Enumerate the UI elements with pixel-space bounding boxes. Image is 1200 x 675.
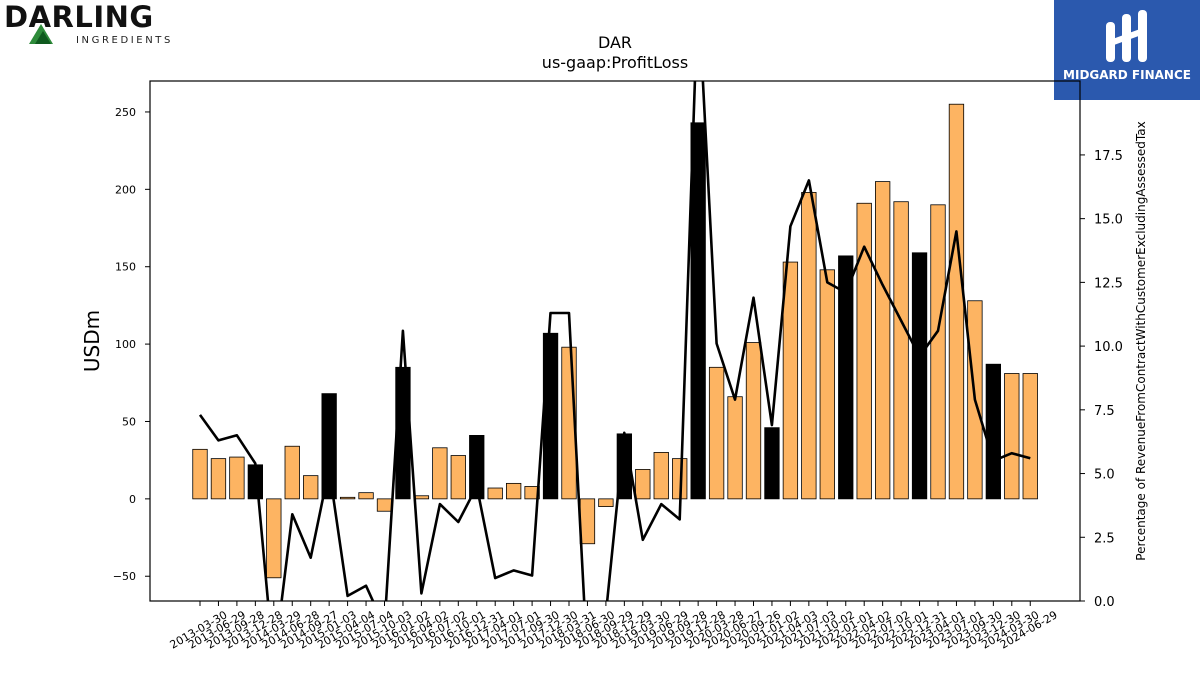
y2-axis-ticks: 0.0 2.5 5.0 7.5 10.0 12.5 15.0 17.5 bbox=[1080, 149, 1123, 610]
y-axis-label: USDm bbox=[80, 310, 104, 372]
y2-tick-label: 12.5 bbox=[1094, 276, 1123, 291]
bar-2014-09-27 bbox=[303, 475, 319, 500]
y-tick-label: 150 bbox=[115, 261, 136, 274]
y2-tick-label: 5.0 bbox=[1094, 468, 1115, 483]
bar-2022-12-31 bbox=[911, 252, 928, 500]
bar-2019-06-29 bbox=[653, 452, 669, 500]
bar-2021-01-02 bbox=[764, 427, 780, 500]
y-tick-label: 200 bbox=[115, 183, 136, 196]
midgard-finance-label: MIDGARD FINANCE bbox=[1063, 68, 1191, 82]
bar-2021-04-03 bbox=[782, 261, 799, 500]
bar-2020-03-28 bbox=[708, 366, 725, 500]
bar-2017-09-30 bbox=[524, 486, 540, 500]
bar-2023-07-01 bbox=[948, 103, 965, 500]
x-axis-ticks: 2013-03-302013-06-292013-09-282013-12-28… bbox=[168, 601, 1060, 652]
bar-2016-10-01 bbox=[450, 455, 466, 500]
bar-2014-06-28 bbox=[284, 445, 300, 500]
bar-2013-06-29 bbox=[210, 458, 227, 500]
midgard-emblem-icon bbox=[1106, 10, 1147, 62]
bar-2017-12-30 bbox=[542, 332, 559, 500]
bar-2024-03-30 bbox=[1004, 373, 1020, 500]
bar-2023-12-30 bbox=[985, 363, 1001, 500]
chart-title: DAR bbox=[598, 33, 632, 52]
y2-tick-label: 2.5 bbox=[1094, 531, 1115, 546]
y-tick-label: 50 bbox=[122, 415, 136, 428]
bar-2021-10-02 bbox=[819, 269, 835, 500]
bar-2022-10-01 bbox=[893, 201, 909, 500]
bar-2021-07-03 bbox=[801, 192, 817, 500]
bar-2015-04-04 bbox=[339, 496, 356, 500]
brand-name: DARLING bbox=[4, 0, 154, 34]
y-tick-label: 250 bbox=[115, 106, 136, 119]
bar-2018-09-29 bbox=[598, 498, 614, 507]
bar-2017-07-01 bbox=[505, 482, 522, 500]
bar-2023-04-01 bbox=[930, 204, 946, 500]
y-tick-label: 100 bbox=[115, 338, 136, 351]
bar-2019-12-28 bbox=[690, 122, 706, 500]
bar-2022-07-02 bbox=[875, 181, 891, 500]
bar-2017-04-01 bbox=[487, 487, 503, 500]
bar-2016-04-02 bbox=[413, 495, 430, 500]
y2-tick-label: 7.5 bbox=[1094, 404, 1115, 419]
bar-2015-10-03 bbox=[376, 498, 393, 512]
bar-2015-07-04 bbox=[358, 492, 374, 500]
bar-2014-03-29 bbox=[266, 498, 282, 579]
y-axis-ticks: −50 0 50 100 150 200 250 bbox=[113, 106, 150, 583]
y2-tick-label: 17.5 bbox=[1094, 149, 1123, 164]
chart-subtitle: us-gaap:ProfitLoss bbox=[542, 53, 688, 72]
darling-ingredients-logo: DARLING INGREDIENTS bbox=[4, 0, 174, 48]
bar-series bbox=[192, 103, 1038, 579]
bar-2022-01-01 bbox=[838, 255, 854, 500]
y2-tick-label: 15.0 bbox=[1094, 213, 1123, 228]
midgard-finance-logo: MIDGARD FINANCE bbox=[1054, 0, 1200, 100]
bar-2015-01-03 bbox=[321, 393, 337, 500]
bar-2016-07-02 bbox=[432, 447, 448, 500]
y-tick-label: 0 bbox=[129, 493, 136, 506]
green-triangle-icon bbox=[29, 24, 53, 44]
bar-2016-12-31 bbox=[469, 435, 485, 500]
bar-2020-06-27 bbox=[727, 396, 743, 500]
bar-2019-03-30 bbox=[635, 469, 651, 500]
brand-subtitle: INGREDIENTS bbox=[76, 35, 173, 46]
y2-axis-label: Percentage of RevenueFromContractWithCus… bbox=[1134, 121, 1148, 560]
plot-frame bbox=[149, 80, 1081, 602]
bar-2024-06-29 bbox=[1022, 373, 1038, 500]
y2-tick-label: 10.0 bbox=[1094, 340, 1123, 355]
line-series bbox=[198, 81, 1031, 601]
bar-2020-09-26 bbox=[745, 342, 762, 500]
bar-2018-06-30 bbox=[579, 498, 596, 545]
y-tick-label: −50 bbox=[113, 570, 136, 583]
bar-2013-09-28 bbox=[229, 456, 245, 500]
y2-tick-label: 0.0 bbox=[1094, 595, 1115, 610]
bar-2013-03-30 bbox=[192, 448, 208, 500]
bar-2022-04-02 bbox=[856, 202, 872, 500]
line-path bbox=[198, 81, 1031, 601]
